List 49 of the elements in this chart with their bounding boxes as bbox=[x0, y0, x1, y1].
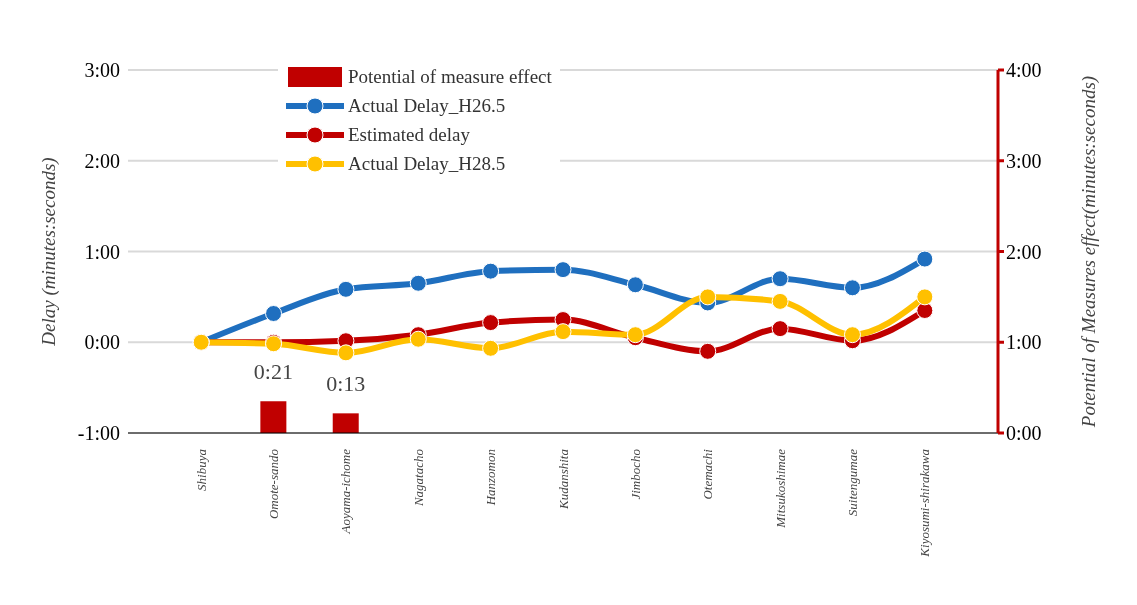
y-tick-label: -1:00 bbox=[77, 422, 120, 445]
x-tick-label: Kiyosumi-shirakawa bbox=[917, 448, 933, 558]
y-tick-label: 1:00 bbox=[84, 240, 120, 263]
point bbox=[409, 330, 427, 348]
point bbox=[843, 326, 861, 344]
legend-label: Estimated delay bbox=[348, 123, 470, 146]
y-tick-label: 2:00 bbox=[84, 149, 120, 172]
y2-tick-label: 0:00 bbox=[1006, 422, 1042, 445]
y-tick-label: 3:00 bbox=[84, 59, 120, 82]
x-tick-label: Suitengumae bbox=[844, 448, 860, 517]
y-tick-label: 0:00 bbox=[84, 331, 120, 354]
point bbox=[265, 305, 283, 323]
x-tick-label: Omote-sando bbox=[266, 448, 282, 520]
x-tick-label: Kudanshita bbox=[555, 448, 571, 510]
x-tick-label: Hanzomon bbox=[483, 449, 499, 507]
x-tick-label: Mitsukoshimae bbox=[772, 448, 788, 529]
point bbox=[337, 344, 355, 362]
point bbox=[916, 250, 934, 268]
legend-label: Potential of measure effect bbox=[348, 65, 552, 88]
y-axis-title: Delay (minutes:seconds) bbox=[37, 157, 60, 347]
data-label: 0:21 bbox=[253, 359, 293, 385]
point bbox=[409, 274, 427, 292]
point bbox=[771, 320, 789, 338]
legend-label: Actual Delay_H28.5 bbox=[348, 152, 506, 175]
point bbox=[699, 342, 717, 360]
point bbox=[843, 279, 861, 297]
x-tick-label: Aoyama-ichome bbox=[338, 448, 354, 535]
y2-tick-label: 2:00 bbox=[1006, 240, 1042, 263]
x-tick-label: Otemachi bbox=[700, 448, 716, 500]
point bbox=[482, 339, 500, 357]
legend-label: Actual Delay_H26.5 bbox=[348, 94, 506, 117]
data-label: 0:13 bbox=[326, 371, 366, 397]
point bbox=[771, 292, 789, 310]
x-tick-label: Nagatacho bbox=[410, 448, 426, 508]
point bbox=[626, 276, 644, 294]
point bbox=[771, 270, 789, 288]
point bbox=[916, 288, 934, 306]
point bbox=[699, 288, 717, 306]
y2-tick-label: 1:00 bbox=[1006, 331, 1042, 354]
y2-axis-title: Potential of Measures effect(minutes:seconds) bbox=[1077, 75, 1100, 429]
point bbox=[554, 323, 572, 341]
point bbox=[482, 262, 500, 280]
point bbox=[482, 314, 500, 332]
y2-tick-label: 4:00 bbox=[1006, 59, 1042, 82]
x-tick-label: Shibuya bbox=[193, 448, 209, 491]
y2-tick-label: 3:00 bbox=[1006, 149, 1042, 172]
point bbox=[337, 280, 355, 298]
x-tick-label: Jimbocho bbox=[627, 448, 643, 500]
point bbox=[554, 261, 572, 279]
